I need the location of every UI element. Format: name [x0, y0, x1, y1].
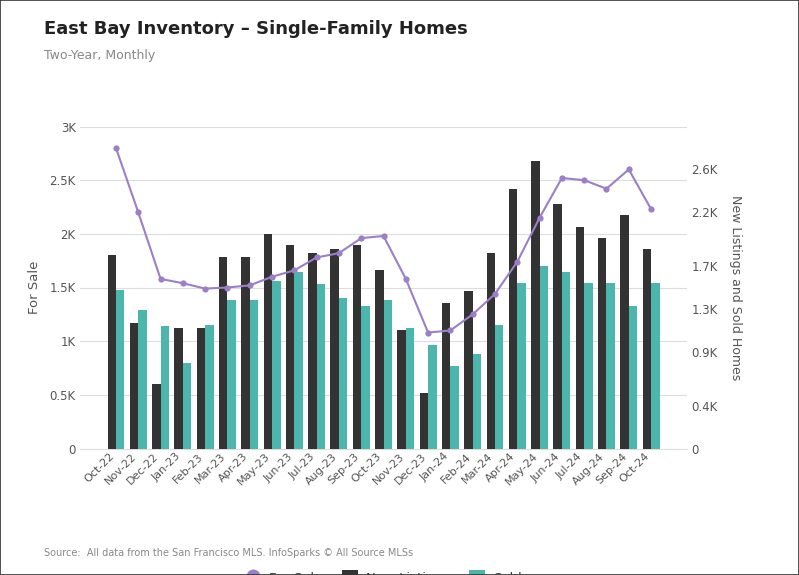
- Bar: [517, 283, 526, 448]
- Bar: [331, 249, 339, 448]
- Bar: [598, 238, 606, 448]
- Bar: [352, 244, 361, 448]
- Bar: [473, 354, 481, 448]
- Bar: [584, 283, 593, 448]
- Bar: [294, 273, 303, 448]
- Bar: [161, 326, 169, 448]
- Bar: [620, 214, 629, 448]
- Bar: [451, 366, 459, 448]
- Bar: [428, 346, 436, 448]
- Bar: [316, 284, 325, 448]
- Bar: [554, 204, 562, 448]
- Bar: [286, 244, 294, 448]
- Bar: [442, 302, 451, 448]
- Bar: [495, 325, 503, 448]
- Bar: [606, 283, 615, 448]
- Bar: [642, 249, 651, 448]
- Y-axis label: For Sale: For Sale: [28, 261, 42, 314]
- Bar: [183, 363, 191, 448]
- Bar: [174, 328, 183, 448]
- Bar: [487, 253, 495, 448]
- Bar: [509, 189, 517, 448]
- Text: Source:  All data from the San Francisco MLS. InfoSparks © All Source MLSs: Source: All data from the San Francisco …: [44, 548, 413, 558]
- Bar: [264, 234, 272, 448]
- Bar: [308, 253, 316, 448]
- Bar: [108, 255, 116, 448]
- Bar: [464, 291, 473, 448]
- Bar: [651, 283, 659, 448]
- Text: East Bay Inventory – Single-Family Homes: East Bay Inventory – Single-Family Homes: [44, 20, 467, 38]
- Bar: [419, 393, 428, 448]
- Text: Two-Year, Monthly: Two-Year, Monthly: [44, 49, 155, 62]
- Bar: [406, 328, 415, 448]
- Bar: [129, 323, 138, 448]
- Bar: [272, 281, 280, 448]
- Bar: [138, 310, 147, 448]
- Bar: [539, 266, 548, 448]
- Bar: [241, 258, 250, 448]
- Bar: [339, 298, 348, 448]
- Bar: [531, 161, 539, 448]
- Bar: [250, 300, 258, 448]
- Bar: [384, 300, 392, 448]
- Y-axis label: New Listings and Sold Homes: New Listings and Sold Homes: [729, 195, 741, 380]
- Legend: For Sale, New Listings, Sold: For Sale, New Listings, Sold: [240, 564, 527, 575]
- Bar: [361, 306, 370, 448]
- Bar: [375, 270, 384, 448]
- Bar: [219, 258, 228, 448]
- Bar: [152, 384, 161, 448]
- Bar: [576, 227, 584, 448]
- Bar: [562, 273, 570, 448]
- Bar: [205, 325, 213, 448]
- Bar: [629, 306, 638, 448]
- Bar: [228, 300, 236, 448]
- Bar: [116, 290, 125, 448]
- Bar: [197, 328, 205, 448]
- Bar: [397, 331, 406, 449]
